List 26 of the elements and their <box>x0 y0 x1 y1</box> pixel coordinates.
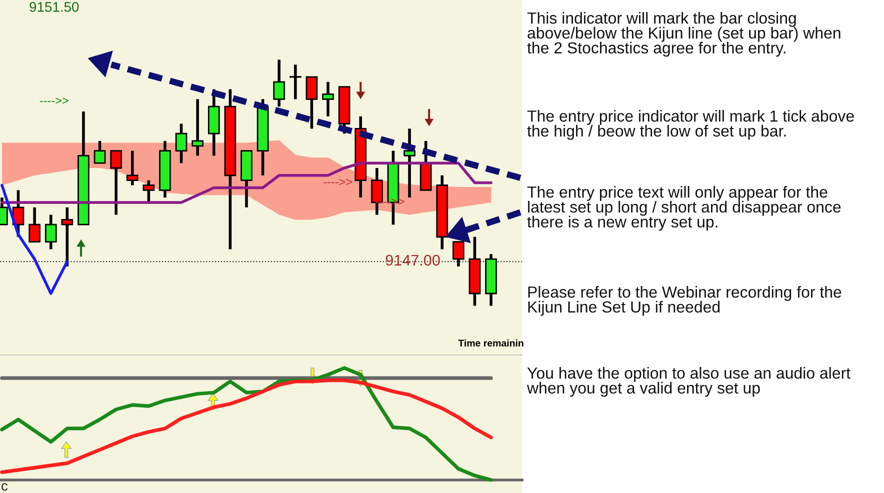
candlestick <box>28 206 40 244</box>
candlestick <box>452 240 464 268</box>
text: You have the option to also use an audio alert when you get a valid entry set up <box>526 367 850 397</box>
candlestick <box>289 63 302 101</box>
text: The entry price indicator will mark 1 tick above the high / beow the low of set up bar. <box>527 110 854 140</box>
candlestick <box>306 76 318 130</box>
text: c <box>2 483 8 491</box>
candlestick <box>110 149 122 216</box>
text: Please refer to the Webinar recording for the Kijun Line Set Up if needed <box>528 286 842 316</box>
candlestick <box>175 122 188 164</box>
candlestick <box>322 80 334 118</box>
candlestick <box>94 140 106 164</box>
text: 9151.50 <box>30 2 79 12</box>
candlestick <box>126 149 138 187</box>
candlestick <box>44 213 57 251</box>
annotation: 9147.00 <box>386 254 440 266</box>
candlestick <box>142 178 155 204</box>
candlestick <box>192 98 204 158</box>
annotation: ---->> <box>324 178 352 185</box>
candlestick <box>273 58 286 108</box>
annotation: ---->> <box>376 198 404 205</box>
text: This indicator will mark the bar closing above/below the Kijun line (set up bar) when the 2 Stochastics agree for the entry. <box>527 12 840 57</box>
annotation: ---->> <box>40 98 68 104</box>
text: The entry price text will only appear for the latest set up long / short and disappear once there is a new entry set up. <box>527 186 841 231</box>
candlestick <box>61 206 74 268</box>
text: Time remainin <box>458 339 524 347</box>
